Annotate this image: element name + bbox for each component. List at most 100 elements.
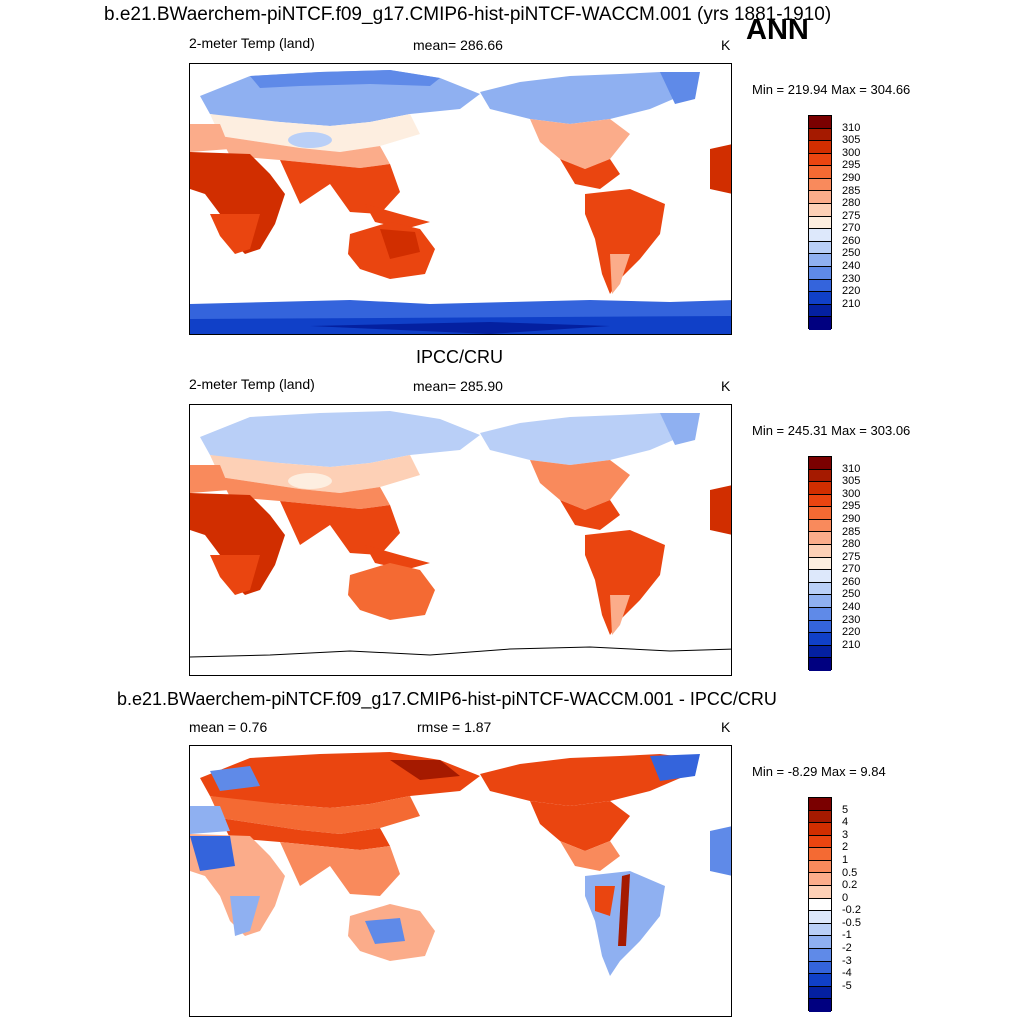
colorbar-tick-label: 3 [842,828,849,841]
colorbar-tick-label: 250 [842,588,861,601]
colorbar-tick-label: 210 [842,297,861,310]
colorbar-tick-label: 300 [842,146,861,159]
colorbar-segment [809,645,831,659]
colorbar-tick-label: 220 [842,626,861,639]
colorbar-segment [809,166,831,179]
panel3-minmax: Min = -8.29 Max = 9.84 [752,764,886,779]
colorbar-segment [809,545,831,558]
colorbar-segment [809,457,831,470]
colorbar-tick-label: 260 [842,234,861,247]
colorbar-segment [809,658,831,671]
colorbar-tick-label: -5 [842,979,852,992]
colorbar-segment [809,810,831,824]
colorbar-tick-label: 310 [842,121,861,134]
colorbar-tick-label: 295 [842,159,861,172]
panel2-units: K [721,378,731,394]
colorbar-segment [809,292,831,305]
colorbar-tick-label: -1 [842,929,852,942]
colorbar-tick-label: 210 [842,638,861,651]
colorbar-tick-label: 240 [842,260,861,273]
colorbar-segment [809,204,831,217]
panel2-variable: 2-meter Temp (land) [189,376,315,392]
colorbar-tick-label: 2 [842,841,849,854]
colorbar-segment [809,266,831,280]
colorbar-tick-label: 305 [842,134,861,147]
panel1-map [189,63,732,335]
colorbar-tick-label: 275 [842,550,861,563]
season-label: ANN [746,14,809,46]
colorbar-segment [809,557,831,571]
panel3-rmse: rmse = 1.87 [417,719,492,735]
colorbar-segment [809,279,831,293]
colorbar-tick-label: 4 [842,816,849,829]
colorbar-tick-label: 270 [842,222,861,235]
colorbar-segment [809,128,831,142]
colorbar-segment [809,936,831,949]
colorbar-segment [809,911,831,924]
panel1-variable: 2-meter Temp (land) [189,35,315,51]
colorbar-segment [809,570,831,583]
colorbar-tick-label: -2 [842,942,852,955]
colorbar-segment [809,229,831,242]
colorbar-segment [809,999,831,1012]
colorbar-segment [809,494,831,508]
colorbar-tick-label: 270 [842,563,861,576]
colorbar-tick-label: 285 [842,525,861,538]
colorbar-tick-label: 290 [842,171,861,184]
colorbar-tick-label: 280 [842,538,861,551]
colorbar-segment [809,469,831,483]
colorbar-segment [809,317,831,330]
panel3-map-svg [190,752,731,976]
colorbar-segment [809,620,831,634]
colorbar-segment [809,823,831,836]
colorbar-tick-label: 5 [842,803,849,816]
colorbar-segment [809,254,831,267]
panel2-mean: mean= 285.90 [413,378,503,394]
colorbar-segment [809,507,831,520]
colorbar-tick-label: -0.2 [842,904,861,917]
main-title: b.e21.BWaerchem-piNTCF.f09_g17.CMIP6-his… [104,4,832,25]
colorbar-tick-label: 250 [842,247,861,260]
panel2-minmax: Min = 245.31 Max = 303.06 [752,423,911,438]
colorbar-tick-label: 295 [842,500,861,513]
colorbar-segment [809,974,831,987]
colorbar-tick-label: 285 [842,184,861,197]
colorbar-segment [809,898,831,912]
colorbar-tick-label: 275 [842,209,861,222]
panel3-map [189,745,732,1017]
panel1-mean: mean= 286.66 [413,37,503,53]
colorbar-segment [809,633,831,646]
colorbar-segment [809,961,831,975]
colorbar-segment [809,873,831,887]
colorbar-tick-label: 0 [842,891,849,904]
colorbar-segment [809,886,831,899]
colorbar-segment [809,607,831,621]
colorbar-segment [809,178,831,192]
colorbar-segment [809,153,831,167]
colorbar-segment [809,519,831,533]
colorbar-tick-label: 1 [842,853,849,866]
colorbar-tick-label: 0.2 [842,879,858,892]
panel1-units: K [721,37,731,53]
panel2-title: IPCC/CRU [416,347,504,367]
panel3-title: b.e21.BWaerchem-piNTCF.f09_g17.CMIP6-his… [117,689,777,709]
colorbar-tick-label: 290 [842,512,861,525]
colorbar-segment [809,986,831,1000]
panel3-units: K [721,719,731,735]
panel3-mean: mean = 0.76 [189,719,268,735]
colorbar-tick-label: 280 [842,197,861,210]
colorbar-tick-label: 230 [842,613,861,626]
colorbar-segment [809,595,831,608]
panel1-minmax: Min = 219.94 Max = 304.66 [752,82,911,97]
colorbar-segment [809,835,831,849]
colorbar-tick-label: 230 [842,272,861,285]
colorbar-segment [809,304,831,318]
colorbar-segment [809,948,831,962]
colorbar-tick-label: 220 [842,285,861,298]
colorbar-segment [809,532,831,546]
colorbar-segment [809,191,831,205]
colorbar-tick-label: 310 [842,462,861,475]
colorbar-segment [809,798,831,811]
colorbar-segment [809,482,831,495]
panel2-map-svg [190,411,731,658]
